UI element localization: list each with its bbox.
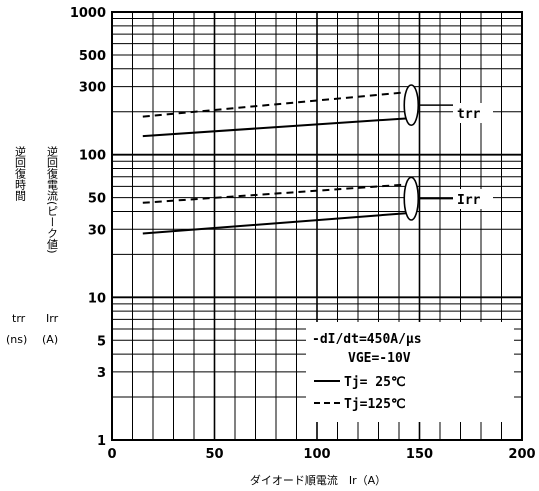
- y-tick-label: 500: [79, 49, 106, 64]
- series-irr-tj25: [142, 212, 410, 235]
- x-tick-label: 150: [406, 447, 433, 462]
- x-axis-label: ダイオード順電流 Ir（A）: [250, 473, 386, 487]
- series-irr-tj125: [142, 183, 410, 204]
- y-tick-label: 1000: [70, 6, 106, 21]
- bracket-irr: [403, 176, 420, 221]
- series-trr-tj25: [142, 117, 410, 138]
- y-tick-label: 30: [88, 223, 106, 238]
- y-tick-label: 50: [88, 192, 106, 207]
- x-tick-label: 100: [303, 447, 330, 462]
- condition-vge: VGE=-10V: [348, 351, 411, 366]
- y-tick-label: 300: [79, 81, 106, 96]
- y-label-irr-symbol: Irr: [46, 312, 59, 325]
- y-tick-label: 5: [97, 334, 106, 349]
- x-tick-label: 0: [107, 447, 116, 462]
- y-label-trr-symbol: trr: [12, 312, 26, 325]
- series-trr-tj125: [142, 91, 410, 118]
- series-layer: [142, 84, 453, 235]
- trr-label-bg: [453, 103, 493, 123]
- y-tick-label: 3: [97, 366, 106, 381]
- condition-didt: -dI/dt=450A/μs: [312, 332, 422, 347]
- tick-labels: 0 50 100 150 200 1000 500 300 100 50 30 10 5 3 1: [70, 6, 536, 462]
- y-label-ns-unit: (ns): [6, 333, 27, 346]
- bracket-trr: [403, 84, 420, 127]
- y-label-recovery-time: 逆回復時間: [14, 145, 27, 202]
- y-tick-label: 100: [79, 149, 106, 164]
- irr-label-bg: [453, 189, 493, 209]
- y-label-a-unit: (A): [42, 333, 58, 346]
- condition-tj-25: Tj= 25℃: [344, 375, 406, 390]
- x-tick-label: 200: [508, 447, 535, 462]
- condition-tj-125: Tj=125℃: [344, 397, 406, 412]
- y-tick-label: 1: [97, 434, 106, 449]
- y-tick-label: 10: [88, 291, 106, 306]
- x-tick-label: 50: [205, 447, 223, 462]
- y-label-recovery-current: 逆回復電流(ピーク値): [46, 145, 59, 254]
- conditions-box-bg: [306, 322, 514, 422]
- trr-curve-label: trr: [457, 107, 481, 122]
- plot-frame: [111, 11, 523, 441]
- irr-curve-label: Irr: [457, 193, 481, 208]
